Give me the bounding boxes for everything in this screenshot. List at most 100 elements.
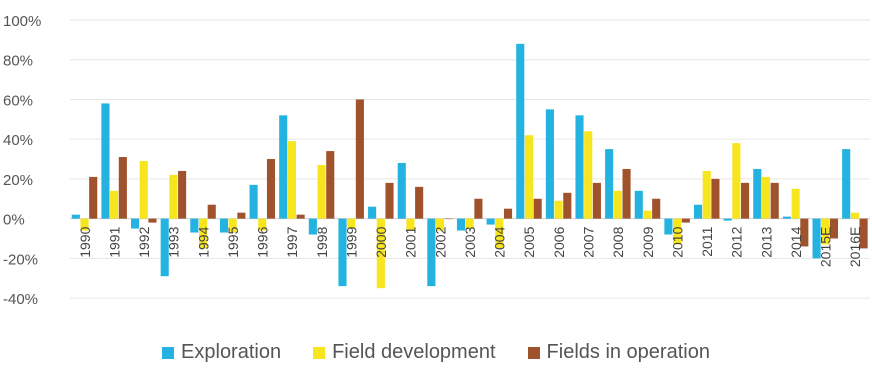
bar — [821, 218, 830, 245]
bar — [266, 159, 276, 219]
bar — [338, 218, 347, 287]
x-tick-label: 1993 — [166, 226, 182, 257]
y-tick-label: 0% — [3, 212, 25, 229]
bar — [101, 103, 110, 219]
bar — [761, 176, 771, 219]
x-tick-label: 2010 — [669, 226, 685, 257]
bar — [118, 157, 127, 219]
bar — [198, 218, 208, 249]
legend-swatch-field-development — [313, 346, 326, 359]
legend-label-exploration: Exploration — [181, 341, 282, 363]
bar — [317, 164, 326, 219]
bar — [296, 214, 305, 219]
bar — [237, 212, 246, 219]
bar — [495, 218, 504, 249]
bar — [169, 174, 178, 219]
bar — [732, 143, 741, 219]
bar — [436, 218, 445, 231]
bar — [249, 184, 258, 219]
x-tick-label: 1995 — [225, 226, 241, 257]
bar — [474, 198, 483, 219]
bar — [71, 214, 80, 219]
bar — [228, 218, 237, 233]
bar — [80, 218, 89, 231]
x-tick-label: 2002 — [432, 226, 448, 257]
bar — [791, 188, 800, 219]
bar — [753, 168, 762, 219]
bar — [465, 218, 474, 229]
bar — [702, 170, 711, 219]
bar — [376, 218, 385, 289]
bar — [279, 115, 288, 219]
x-tick-label: 2014 — [788, 226, 804, 257]
bar — [545, 109, 554, 219]
x-tick-label: 1992 — [136, 226, 152, 257]
bar — [131, 218, 140, 229]
bar — [782, 216, 791, 219]
x-tick-label: 2001 — [403, 226, 419, 257]
legend: Exploration Field development Fields in … — [0, 341, 872, 364]
x-tick-label: 2005 — [521, 226, 537, 257]
bar — [368, 206, 377, 219]
bar — [592, 182, 601, 219]
y-tick-label: -40% — [3, 291, 38, 308]
x-tick-label: 2008 — [610, 226, 626, 257]
bar — [190, 218, 199, 233]
bar — [415, 186, 424, 219]
x-tick-label: 1994 — [195, 226, 211, 257]
x-tick-label: 1991 — [106, 226, 122, 257]
bar — [385, 182, 394, 219]
bar — [800, 218, 809, 247]
bar — [605, 149, 614, 219]
bar — [258, 218, 267, 231]
bar — [723, 218, 732, 221]
bar — [355, 99, 364, 219]
legend-item-fields-in-operation: Fields in operation — [527, 341, 710, 364]
bar — [693, 204, 703, 219]
x-tick-label: 2007 — [581, 226, 597, 257]
bar — [308, 218, 317, 235]
legend-swatch-exploration — [162, 346, 175, 359]
x-tick-label: 1990 — [77, 226, 93, 257]
bar — [829, 218, 839, 239]
bar — [160, 218, 169, 277]
x-tick-label: 1996 — [255, 226, 271, 257]
bar — [812, 218, 821, 259]
legend-label-fields-in-operation: Fields in operation — [546, 341, 710, 363]
bar — [516, 43, 525, 219]
bar — [681, 218, 690, 223]
bar — [444, 218, 453, 220]
x-tick-label: 1999 — [343, 226, 359, 257]
x-tick-label: 2012 — [729, 226, 745, 257]
bar — [219, 218, 229, 233]
bar — [770, 182, 779, 219]
bar — [741, 182, 750, 219]
bar — [584, 131, 593, 219]
bar — [842, 149, 851, 219]
bar — [110, 190, 119, 219]
bar — [347, 218, 356, 229]
bar — [207, 204, 216, 219]
legend-item-field-development: Field development — [313, 341, 496, 364]
bar — [850, 212, 859, 219]
x-tick-label: 2016E — [847, 227, 863, 267]
legend-item-exploration: Exploration — [162, 341, 281, 364]
y-tick-label: 60% — [3, 92, 33, 109]
bar — [148, 218, 157, 223]
bar — [406, 218, 415, 231]
bar — [178, 170, 187, 219]
bar — [622, 168, 631, 219]
bar — [711, 178, 720, 219]
y-tick-label: 100% — [3, 13, 41, 30]
bar — [613, 190, 622, 219]
x-tick-label: 2006 — [551, 226, 567, 257]
bar — [664, 218, 673, 235]
bar — [326, 151, 335, 219]
legend-swatch-fields-in-operation — [527, 346, 540, 359]
bar — [643, 210, 652, 219]
x-tick-label: 2011 — [699, 226, 715, 256]
bar — [554, 200, 563, 219]
bar — [503, 208, 513, 219]
